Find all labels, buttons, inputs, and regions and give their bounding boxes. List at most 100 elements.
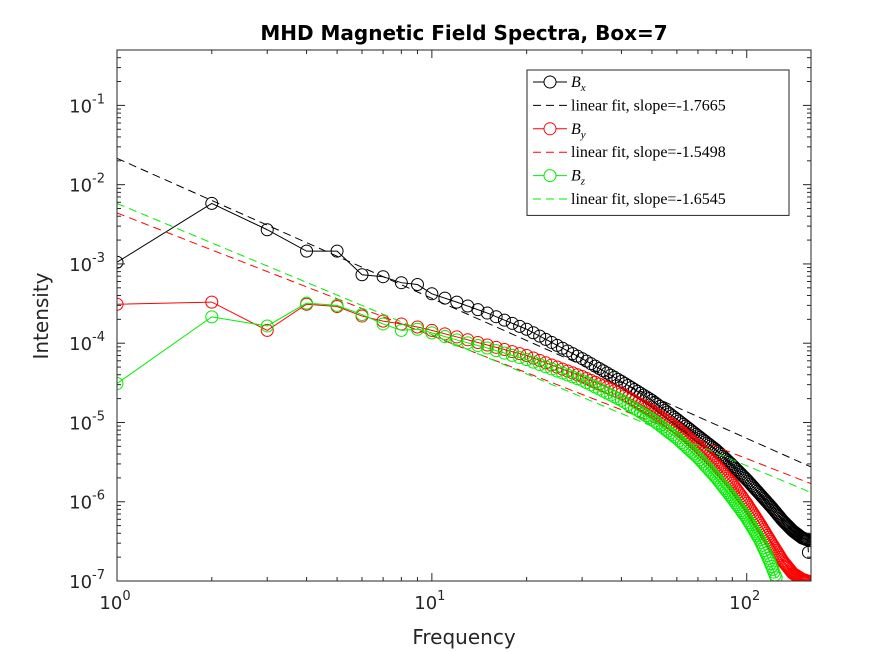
series-bx-marker bbox=[376, 270, 390, 284]
y-tick-label: 10-6 bbox=[69, 489, 105, 514]
series-bx-marker bbox=[596, 364, 610, 378]
series-bx-marker bbox=[588, 359, 602, 373]
series-bz-marker bbox=[497, 346, 511, 360]
y-tick-label: 10-5 bbox=[69, 409, 105, 434]
x-tick-label: 101 bbox=[414, 589, 445, 614]
series-bx-marker bbox=[513, 319, 527, 333]
chart-title: MHD Magnetic Field Spectra, Box=7 bbox=[260, 21, 667, 45]
series-by-marker bbox=[205, 295, 219, 309]
series-bx-marker bbox=[480, 306, 494, 320]
series-bz-marker bbox=[769, 571, 783, 581]
legend-bz-marker-sample bbox=[543, 169, 557, 183]
series-by-marker bbox=[791, 570, 805, 581]
axes-box bbox=[116, 49, 812, 582]
series-by-fit-line bbox=[117, 212, 811, 485]
series-bz-marker bbox=[614, 393, 628, 407]
series-bz-marker bbox=[520, 353, 534, 367]
series-bx-marker bbox=[438, 291, 452, 305]
legend: Bx linear fit, slope=-1.7665 By linear fit,… bbox=[526, 69, 790, 216]
legend-by-marker-sample bbox=[543, 122, 557, 136]
y-tick-label: 10-3 bbox=[69, 251, 105, 276]
x-tick-label: 102 bbox=[729, 589, 760, 614]
series-bz-marker bbox=[533, 358, 547, 372]
series-bz-marker bbox=[205, 310, 219, 324]
series-bz-marker bbox=[461, 336, 475, 350]
series-by-marker bbox=[794, 572, 808, 581]
series-bz-marker bbox=[376, 317, 390, 331]
series-bz-marker bbox=[480, 341, 494, 355]
x-tick-label: 100 bbox=[99, 589, 130, 614]
series-bz-marker bbox=[410, 322, 424, 336]
series-bz-marker bbox=[117, 377, 124, 391]
series-bz-marker bbox=[394, 323, 408, 337]
series-bz-marker bbox=[539, 360, 553, 374]
series-bz-marker bbox=[607, 390, 621, 404]
series-bz-marker bbox=[761, 551, 775, 565]
y-tick-label: 10-7 bbox=[69, 568, 105, 593]
y-tick-label: 10-2 bbox=[69, 172, 105, 197]
series-bx-marker bbox=[489, 310, 503, 324]
series-bz-marker bbox=[438, 330, 452, 344]
legend-by-label: By bbox=[571, 121, 586, 141]
series-bx-marker bbox=[394, 276, 408, 290]
y-axis-label: Intensity bbox=[29, 272, 53, 359]
series-bx-marker bbox=[604, 368, 618, 382]
legend-by-fit-label: linear fit, slope=-1.5498 bbox=[571, 144, 726, 161]
series-bz-marker bbox=[663, 426, 677, 440]
series-bz-marker bbox=[526, 355, 540, 369]
series-bz-marker bbox=[513, 351, 527, 365]
series-bx-marker bbox=[410, 278, 424, 292]
series-by-marker bbox=[793, 571, 807, 581]
series-bz-marker bbox=[471, 339, 485, 352]
axes-layer: 100 101 102 10-7 10-6 10-5 10-4 10-3 10-2 10-1 bbox=[69, 49, 812, 614]
series-bx-marker bbox=[539, 332, 553, 346]
series-bz-marker bbox=[618, 395, 632, 409]
series-bz-marker bbox=[425, 326, 439, 340]
series-bz-marker bbox=[355, 308, 369, 322]
series-bz-marker bbox=[709, 471, 723, 485]
series-bx-marker bbox=[607, 370, 621, 384]
series-bx-marker bbox=[471, 303, 485, 317]
series-bx-marker bbox=[600, 366, 614, 380]
series-bx-marker bbox=[801, 545, 811, 559]
legend-bz-fit-label: linear fit, slope=-1.6545 bbox=[571, 191, 726, 208]
series-bz-marker bbox=[330, 298, 344, 312]
series-by-marker bbox=[801, 574, 811, 581]
series-bz-marker bbox=[300, 296, 314, 310]
plot-layer bbox=[117, 157, 811, 581]
legend-bx-marker-sample bbox=[543, 75, 557, 89]
series-bx-marker bbox=[533, 329, 547, 343]
series-by-marker bbox=[614, 387, 628, 401]
series-bx-fit-line bbox=[117, 157, 811, 468]
series-bx-marker bbox=[205, 196, 219, 210]
series-bx-marker bbox=[505, 316, 519, 330]
legend-box bbox=[526, 69, 790, 216]
series-bx-marker bbox=[592, 361, 606, 375]
series-bx-marker bbox=[425, 287, 439, 301]
series-bx-marker bbox=[260, 223, 274, 237]
series-bx-marker bbox=[355, 268, 369, 282]
series-bx-marker bbox=[526, 326, 540, 340]
series-by-marker bbox=[117, 297, 124, 311]
legend-bx-fit-label: linear fit, slope=-1.7665 bbox=[571, 97, 726, 114]
series-bz-marker bbox=[611, 392, 625, 406]
series-bz-marker bbox=[624, 399, 638, 413]
series-by-marker bbox=[520, 348, 534, 362]
series-bz-marker bbox=[505, 348, 519, 362]
series-bx-marker bbox=[300, 244, 314, 258]
series-bz-marker bbox=[489, 344, 503, 358]
series-bz-marker bbox=[621, 397, 635, 411]
series-bx-marker bbox=[768, 504, 782, 518]
series-by-marker bbox=[461, 333, 475, 347]
series-by-marker bbox=[792, 571, 806, 581]
y-tick-label: 10-1 bbox=[69, 92, 105, 117]
series-bx-marker bbox=[520, 322, 534, 336]
x-axis-label: Frequency bbox=[412, 625, 515, 649]
series-by-marker bbox=[618, 389, 632, 403]
y-tick-label: 10-4 bbox=[69, 330, 105, 355]
legend-bx-label: Bx bbox=[571, 74, 586, 94]
series-by-marker bbox=[260, 323, 274, 337]
series-bx-marker bbox=[769, 506, 783, 520]
legend-bz-label: Bz bbox=[571, 168, 586, 188]
